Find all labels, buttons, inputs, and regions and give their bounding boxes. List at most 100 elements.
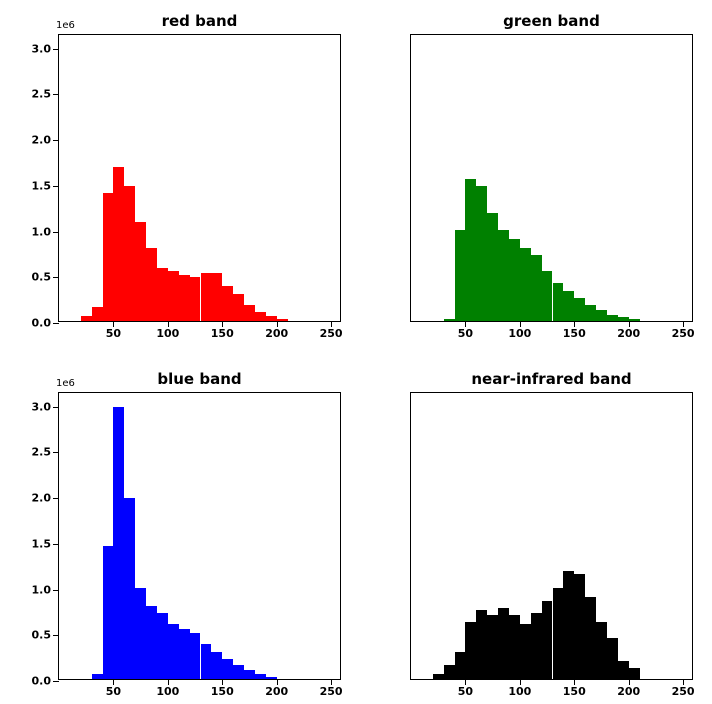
bar: [585, 305, 596, 321]
ytick: [53, 94, 59, 95]
bar: [266, 677, 277, 679]
bar: [124, 186, 135, 321]
ytick: [53, 140, 59, 141]
bar: [190, 277, 201, 321]
xtick-label: 150: [211, 327, 234, 340]
axes-blue: 501001502002500.00.51.01.52.02.53.0: [58, 392, 341, 680]
bars-blue: [59, 393, 340, 679]
bar: [574, 298, 585, 321]
ytick-label: 3.0: [32, 42, 52, 55]
bar: [211, 652, 222, 679]
bar: [157, 613, 168, 679]
ytick: [53, 186, 59, 187]
ytick: [53, 498, 59, 499]
xtick-label: 50: [458, 327, 473, 340]
subplot-red: red band 1e6 501001502002500.00.51.01.52…: [58, 34, 341, 322]
bar: [542, 271, 553, 321]
bar: [596, 310, 607, 321]
bar: [135, 222, 146, 321]
bar: [444, 665, 455, 679]
ytick-label: 3.0: [32, 400, 52, 413]
ytick-label: 0.0: [32, 675, 52, 688]
axes-nir: 50100150200250: [410, 392, 693, 680]
ytick: [53, 452, 59, 453]
bar: [146, 248, 157, 321]
bar: [433, 674, 444, 679]
bar: [113, 167, 124, 321]
ytick-label: 2.5: [32, 88, 52, 101]
ytick: [53, 232, 59, 233]
xtick-label: 200: [617, 327, 640, 340]
ytick-label: 2.0: [32, 134, 52, 147]
bar: [266, 316, 277, 321]
bar: [509, 615, 520, 679]
ytick: [53, 590, 59, 591]
bar: [157, 268, 168, 321]
bar: [607, 315, 618, 321]
xtick-label: 100: [156, 685, 179, 698]
bar: [574, 574, 585, 679]
bar: [168, 624, 179, 679]
ytick-label: 1.0: [32, 225, 52, 238]
bar: [244, 670, 255, 679]
xtick-label: 50: [106, 685, 121, 698]
xtick-label: 250: [320, 327, 343, 340]
ytick: [53, 407, 59, 408]
bar: [607, 638, 618, 679]
ytick: [53, 635, 59, 636]
bar: [585, 597, 596, 679]
bar: [563, 571, 574, 679]
bar: [509, 239, 520, 321]
bar: [222, 286, 233, 321]
title-nir: near-infrared band: [410, 370, 693, 388]
bar: [277, 319, 288, 321]
xtick-label: 200: [265, 685, 288, 698]
bar: [201, 644, 212, 679]
bar: [92, 674, 103, 679]
subplot-green: green band 50100150200250: [410, 34, 693, 322]
title-green: green band: [410, 12, 693, 30]
ytick-label: 1.5: [32, 179, 52, 192]
ytick-label: 0.0: [32, 317, 52, 330]
xtick-label: 250: [672, 685, 695, 698]
bar: [81, 316, 92, 321]
bar: [124, 498, 135, 679]
xtick-label: 150: [563, 685, 586, 698]
xtick-label: 250: [672, 327, 695, 340]
xtick-label: 200: [265, 327, 288, 340]
xtick-label: 50: [458, 685, 473, 698]
bar: [444, 319, 455, 321]
y-exponent-red: 1e6: [56, 20, 75, 31]
xtick-label: 200: [617, 685, 640, 698]
bar: [531, 255, 542, 321]
bar: [103, 193, 114, 321]
ytick-label: 0.5: [32, 629, 52, 642]
figure: red band 1e6 501001502002500.00.51.01.52…: [0, 0, 712, 704]
bar: [487, 213, 498, 321]
bar: [179, 629, 190, 679]
ytick: [53, 49, 59, 50]
ytick: [53, 544, 59, 545]
bar: [92, 307, 103, 321]
bar: [618, 661, 629, 679]
xtick-label: 150: [563, 327, 586, 340]
bar: [596, 622, 607, 679]
bar: [629, 319, 640, 321]
bar: [190, 633, 201, 679]
bar: [455, 230, 466, 321]
bar: [498, 230, 509, 321]
xtick-label: 250: [320, 685, 343, 698]
bar: [487, 615, 498, 679]
bar: [201, 273, 212, 321]
bar: [629, 668, 640, 679]
subplot-nir: near-infrared band 50100150200250: [410, 392, 693, 680]
bar: [476, 610, 487, 679]
bar: [542, 601, 553, 679]
subplot-blue: blue band 1e6 501001502002500.00.51.01.5…: [58, 392, 341, 680]
bar: [103, 546, 114, 679]
bars-nir: [411, 393, 692, 679]
bar: [531, 613, 542, 679]
ytick: [53, 277, 59, 278]
bars-green: [411, 35, 692, 321]
bar: [563, 291, 574, 321]
